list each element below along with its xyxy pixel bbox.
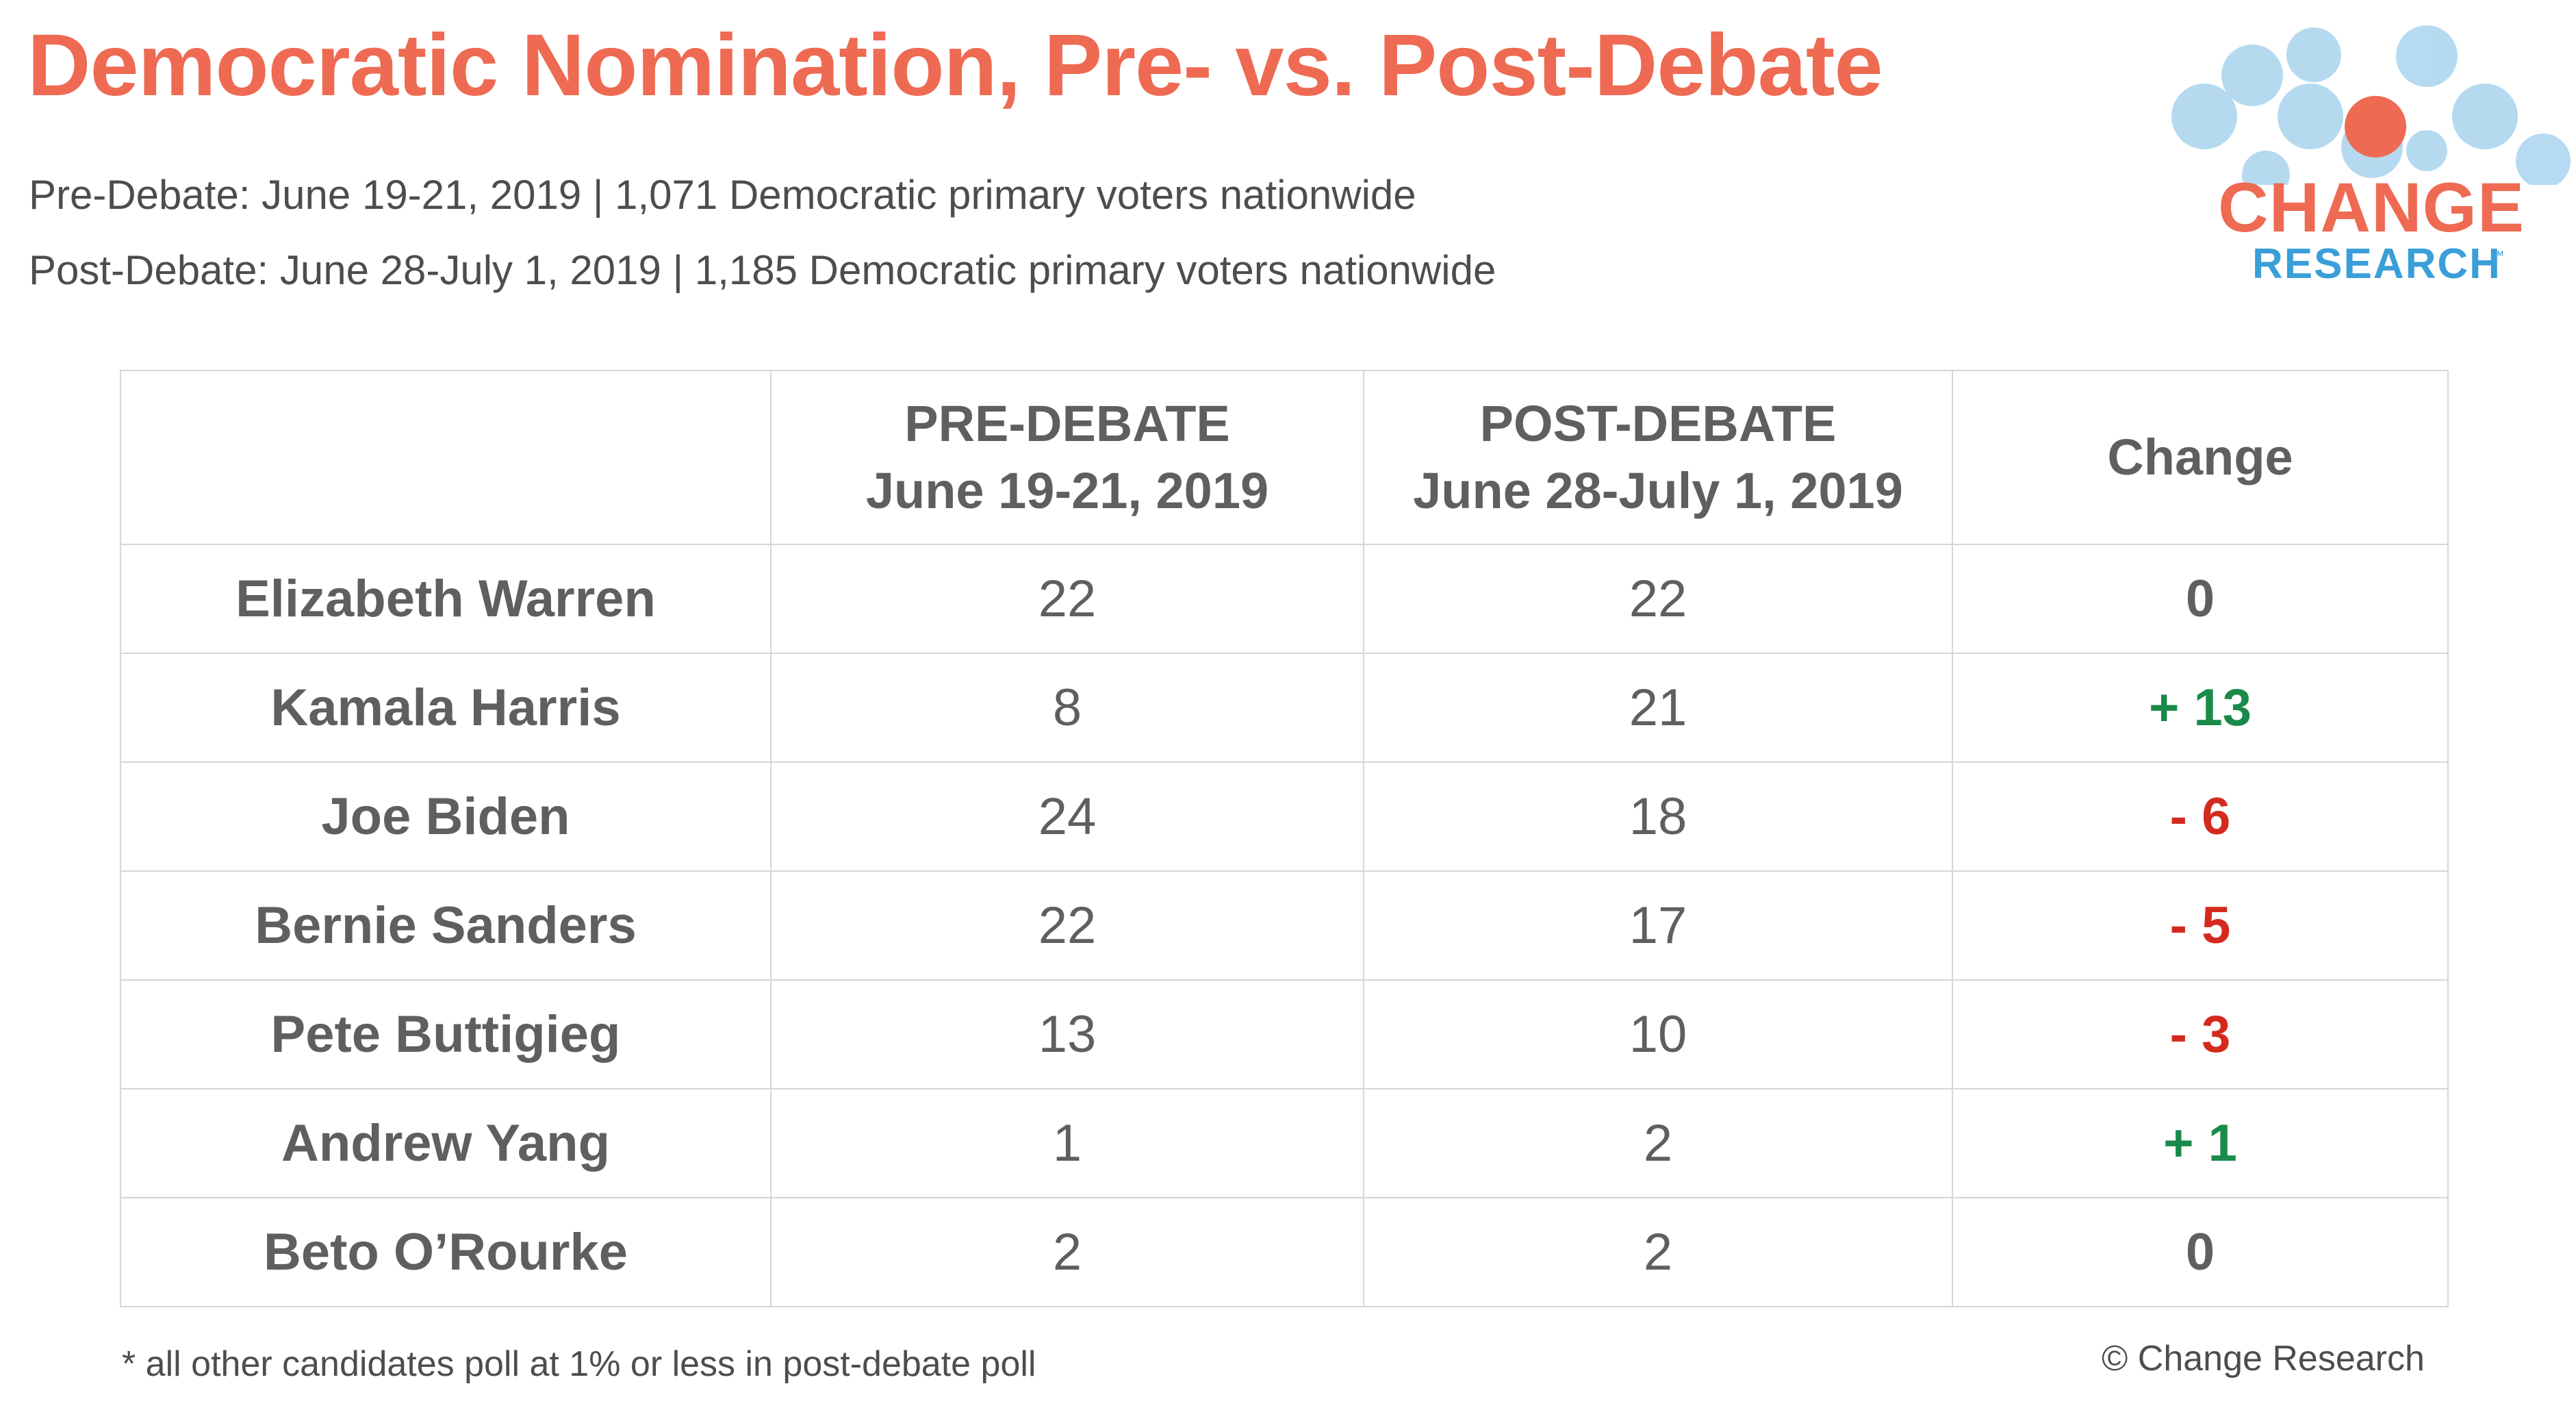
pre-debate-value: 1 <box>770 1088 1364 1198</box>
column-header-post: POST-DEBATE June 28-July 1, 2019 <box>1363 370 1953 545</box>
pre-debate-value: 22 <box>770 870 1364 981</box>
page-title: Democratic Nomination, Pre- vs. Post-Deb… <box>27 16 1883 114</box>
table-row: Bernie Sanders 22 17- 5 <box>120 870 2449 981</box>
change-research-logo: CHANGE RESEARCH ™ <box>2163 14 2574 288</box>
pre-debate-subtitle: Pre-Debate: June 19-21, 2019 | 1,071 Dem… <box>29 172 1416 218</box>
column-header-pre: PRE-DEBATE June 19-21, 2019 <box>770 370 1364 545</box>
column-header-change-line: Change <box>2107 429 2293 486</box>
logo-bubbles-icon <box>2171 25 2571 185</box>
post-debate-value: 17 <box>1363 870 1953 981</box>
column-header-pre-line: June 19-21, 2019 <box>865 462 1269 519</box>
change-value: 0 <box>1952 544 2449 654</box>
post-debate-value: 2 <box>1363 1197 1953 1307</box>
post-debate-value: 10 <box>1363 979 1953 1090</box>
column-header-change: Change <box>1952 370 2449 545</box>
column-header-post-line: POST-DEBATE <box>1479 395 1837 452</box>
change-value: - 6 <box>1952 761 2449 872</box>
footnote: * all other candidates poll at 1% or les… <box>122 1344 1036 1384</box>
candidate-name: Pete Buttigieg <box>120 979 771 1090</box>
change-value: - 5 <box>1952 870 2449 981</box>
change-value: 0 <box>1952 1197 2449 1307</box>
logo-subword: RESEARCH <box>2252 240 2501 288</box>
logo-wordmark: CHANGE <box>2218 168 2525 247</box>
column-header-post-line: June 28-July 1, 2019 <box>1413 462 1903 519</box>
table-row: Pete Buttigieg 13 10- 3 <box>120 979 2449 1090</box>
table-row: Andrew Yang 1 2 + 1 <box>120 1088 2449 1198</box>
post-debate-value: 21 <box>1363 653 1953 763</box>
pre-debate-value: 13 <box>770 979 1364 1090</box>
table-row: Beto O’Rourke 2 2 0 <box>120 1197 2449 1307</box>
change-value: + 13 <box>1952 653 2449 763</box>
post-debate-value: 22 <box>1363 544 1953 654</box>
column-header-candidate <box>120 370 771 545</box>
change-value: + 1 <box>1952 1088 2449 1198</box>
poll-table: PRE-DEBATE June 19-21, 2019 POST-DEBATE Jun… <box>120 370 2449 1307</box>
column-header-pre-line: PRE-DEBATE <box>904 395 1230 452</box>
table-row: Elizabeth Warren 22 22 0 <box>120 544 2449 654</box>
pre-debate-value: 8 <box>770 653 1364 763</box>
post-debate-subtitle: Post-Debate: June 28-July 1, 2019 | 1,18… <box>29 247 1496 293</box>
candidate-name: Andrew Yang <box>120 1088 771 1198</box>
copyright: © Change Research <box>2102 1339 2425 1378</box>
logo-trademark: ™ <box>2492 249 2504 262</box>
candidate-name: Beto O’Rourke <box>120 1197 771 1307</box>
pre-debate-value: 2 <box>770 1197 1364 1307</box>
candidate-name: Kamala Harris <box>120 653 771 763</box>
table-row: Joe Biden 24 18- 6 <box>120 761 2449 872</box>
candidate-name: Bernie Sanders <box>120 870 771 981</box>
table-row: Kamala Harris 8 21 + 13 <box>120 653 2449 763</box>
pre-debate-value: 22 <box>770 544 1364 654</box>
candidate-name: Joe Biden <box>120 761 771 872</box>
pre-debate-value: 24 <box>770 761 1364 872</box>
header-row: PRE-DEBATE June 19-21, 2019 POST-DEBATE Jun… <box>120 370 2449 545</box>
post-debate-value: 18 <box>1363 761 1953 872</box>
candidate-name: Elizabeth Warren <box>120 544 771 654</box>
post-debate-value: 2 <box>1363 1088 1953 1198</box>
change-value: - 3 <box>1952 979 2449 1090</box>
